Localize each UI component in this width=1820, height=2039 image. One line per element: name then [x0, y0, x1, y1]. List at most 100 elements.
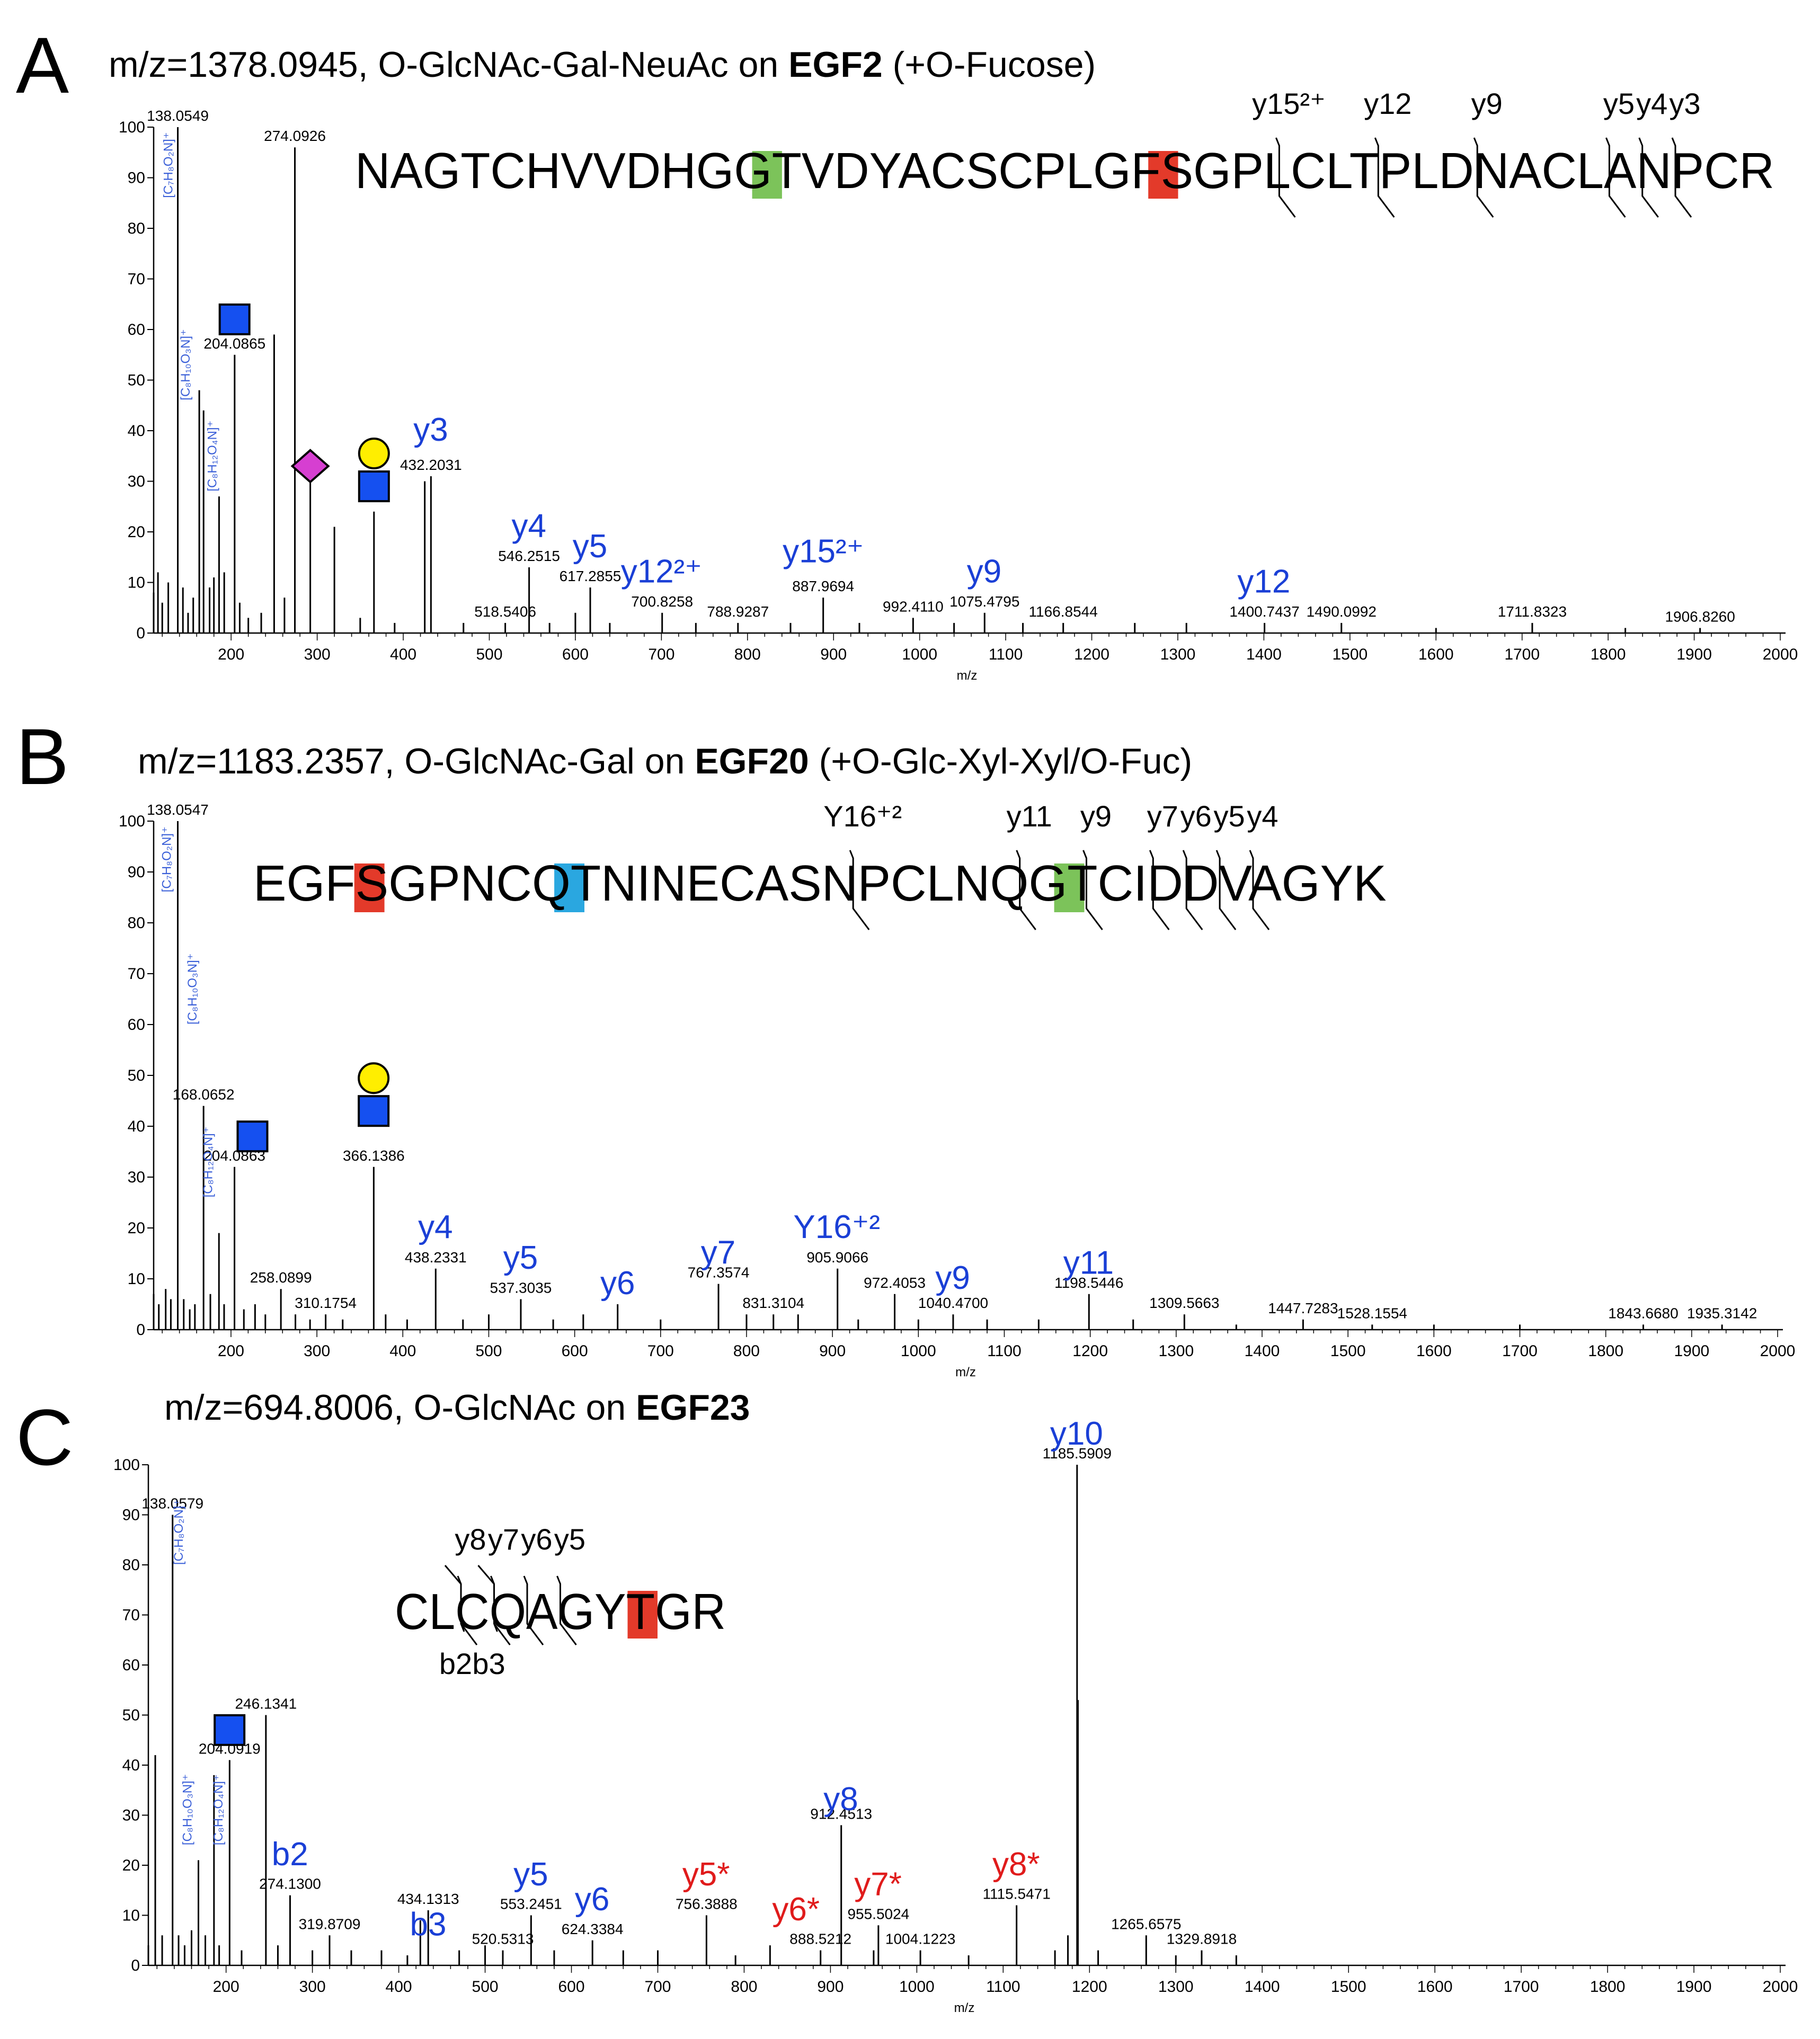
- y-tick-label: 60: [128, 1016, 145, 1034]
- x-tick-label: 200: [213, 1978, 239, 1996]
- y-fragment-label: y9: [1080, 799, 1112, 833]
- fragment-ion-label: y5: [513, 1856, 548, 1893]
- x-tick-label: 700: [647, 1342, 674, 1360]
- y-fragment-label: y5: [554, 1522, 585, 1556]
- peak-label: 887.9694: [792, 578, 854, 594]
- y-fragment-label: y11: [1007, 799, 1052, 833]
- y-fragment-bracket: [1275, 137, 1296, 218]
- x-tick-label: 400: [386, 1978, 412, 1996]
- x-tick-label: 1500: [1331, 1978, 1366, 1996]
- peak-label: 1843.6680: [1608, 1305, 1678, 1321]
- oxonium-ion-label: [C₇H₈O₂N]⁺: [159, 826, 174, 892]
- y-fragment-bracket: [556, 1575, 577, 1645]
- x-tick-label: 1100: [987, 1342, 1022, 1360]
- peak-label: 553.2451: [500, 1896, 562, 1912]
- x-tick-label: 1400: [1246, 646, 1282, 663]
- x-tick-label: 1800: [1588, 1342, 1623, 1360]
- y-tick-label: 70: [122, 1607, 140, 1624]
- x-tick-label: 400: [390, 646, 416, 663]
- x-tick-label: 1700: [1504, 646, 1540, 663]
- peak-label: 700.8258: [631, 593, 693, 610]
- peak-label: 319.8709: [299, 1916, 361, 1932]
- x-tick-label: 1300: [1158, 1342, 1194, 1360]
- peak-label: 438.2331: [405, 1249, 467, 1266]
- y-tick-label: 80: [128, 914, 145, 932]
- peak-label: 274.1300: [259, 1876, 321, 1892]
- fragment-ion-label: y10: [1050, 1415, 1103, 1452]
- y-tick-label: 40: [122, 1757, 140, 1774]
- y-tick-label: 90: [128, 863, 145, 881]
- glycan-glcnac-square: [214, 1714, 246, 1746]
- fragment-ion-label: y4: [511, 508, 546, 545]
- oxonium-ion-label: [C₈H₁₂O₄N]⁺: [211, 1774, 226, 1845]
- fragment-ion-label: y5*: [682, 1856, 730, 1893]
- y-tick-label: 30: [122, 1807, 140, 1824]
- peak-label: 1309.5663: [1149, 1295, 1219, 1311]
- oxonium-ion-label: [C₈H₁₂O₄N]⁺: [201, 1127, 215, 1198]
- peak-label: 138.0547: [147, 802, 209, 818]
- y-fragment-label: y7: [488, 1522, 519, 1556]
- y-fragment-bracket: [1149, 850, 1170, 930]
- b-fragment-bracket: [444, 1565, 465, 1632]
- peak-label: 1906.8260: [1665, 608, 1735, 625]
- fragment-ion-label: y5: [503, 1240, 538, 1276]
- y-fragment-bracket: [1671, 137, 1692, 218]
- x-tick-label: 900: [817, 1978, 844, 1996]
- peak-label: 274.0926: [264, 128, 326, 144]
- peak-label: 434.1313: [397, 1891, 459, 1907]
- peak-label: 1265.6575: [1111, 1916, 1181, 1932]
- glycan-glcnac-square: [358, 1095, 390, 1127]
- y-fragment-label: y5: [1603, 87, 1635, 120]
- x-tick-label: 200: [218, 1342, 244, 1360]
- y-fragment-bracket: [1605, 137, 1626, 218]
- y-fragment-label: y12: [1364, 87, 1411, 120]
- glycosite-highlight: [627, 1591, 658, 1639]
- y-tick-label: 70: [128, 271, 145, 288]
- x-tick-label: 1000: [901, 1342, 936, 1360]
- y-tick-label: 90: [128, 170, 145, 187]
- y-fragment-label: y4: [1636, 87, 1667, 120]
- peak-label: 1935.3142: [1687, 1305, 1757, 1321]
- x-tick-label: 1300: [1158, 1978, 1194, 1996]
- y-fragment-bracket: [849, 850, 870, 930]
- x-tick-label: 1100: [986, 1978, 1020, 1996]
- peak-label: 1490.0992: [1307, 603, 1377, 620]
- x-tick-label: 1000: [902, 646, 937, 663]
- peak-label: 1711.8323: [1498, 603, 1567, 620]
- oxonium-ion-label: [C₇H₈O₂N]⁺: [172, 1499, 186, 1565]
- x-tick-label: 800: [734, 646, 761, 663]
- x-tick-label: 1500: [1332, 646, 1368, 663]
- panel-a: A m/z=1378.0945, O-GlcNAc-Gal-NeuAc on E…: [16, 21, 1798, 683]
- fragment-ion-label: b3: [410, 1906, 447, 1943]
- y-fragment-label: y3: [1669, 87, 1700, 120]
- y-tick-label: 30: [128, 473, 145, 491]
- fragment-ion-label: y4: [418, 1209, 452, 1245]
- peptide-sequence: NAGTCHVVDHGGTVDYACSCPLGFSGPLCLTPLDNACLAN…: [355, 143, 1774, 199]
- x-tick-label: 1700: [1502, 1342, 1538, 1360]
- panel-a-title: m/z=1378.0945, O-GlcNAc-Gal-NeuAc on EGF…: [109, 44, 1096, 85]
- peak-label: 432.2031: [400, 457, 462, 473]
- peak-label: 1115.5471: [983, 1886, 1051, 1902]
- y-tick-label: 20: [128, 523, 145, 541]
- x-tick-label: 1900: [1676, 646, 1712, 663]
- fragment-ion-label: y8*: [992, 1846, 1040, 1883]
- y-tick-label: 30: [128, 1169, 145, 1186]
- glycan-glcnac-square: [358, 470, 390, 503]
- x-tick-label: 2000: [1763, 1978, 1798, 1996]
- y-fragment-label: y9: [1471, 87, 1503, 120]
- x-tick-label: 700: [644, 1978, 671, 1996]
- fragment-ion-label: y5: [573, 528, 607, 565]
- x-tick-label: 1200: [1072, 1342, 1108, 1360]
- y-fragment-label: y4: [1247, 799, 1278, 833]
- glycosite-highlight: [1148, 151, 1178, 199]
- y-fragment-label: y7: [1147, 799, 1178, 833]
- x-tick-label: 1200: [1072, 1978, 1107, 1996]
- y-tick-label: 70: [128, 965, 145, 983]
- y-tick-label: 0: [136, 625, 145, 642]
- glycosite-highlight: [752, 151, 782, 199]
- peak-label: 518.5406: [474, 603, 536, 620]
- peak-label: 1166.8544: [1029, 603, 1098, 620]
- oxonium-ion-label: [C₇H₈O₂N]⁺: [162, 132, 176, 198]
- peak-label: 258.0899: [250, 1269, 312, 1286]
- x-tick-label: 1300: [1160, 646, 1196, 663]
